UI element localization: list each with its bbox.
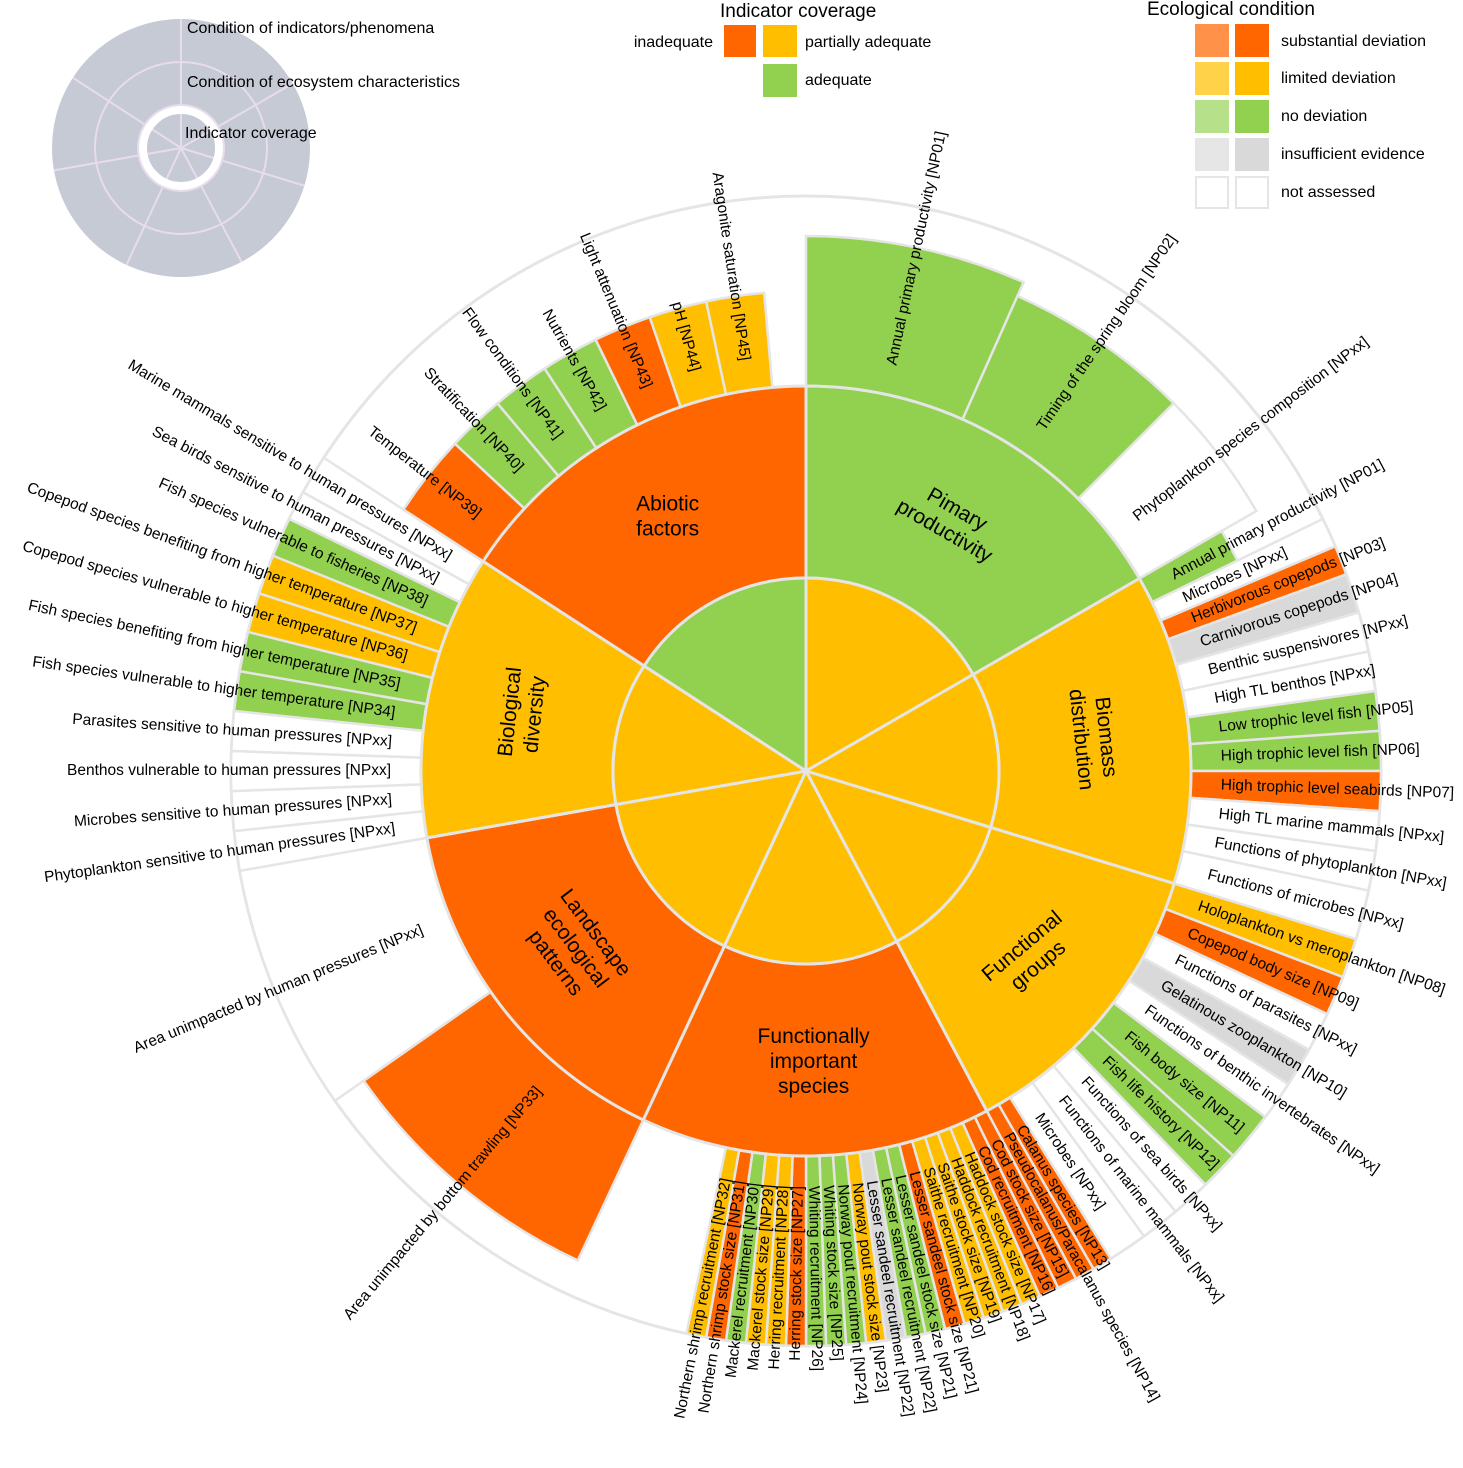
legend-label-inadequate: inadequate: [634, 34, 713, 51]
indicator-label: Benthos vulnerable to human pressures [N…: [67, 762, 391, 779]
sunburst: PimaryproductivityBiomassdistributionFun…: [21, 130, 1455, 1420]
characteristic-label: Abiotic factors: [636, 493, 699, 541]
legend-swatch-adequate: [763, 64, 797, 97]
indicator-label: Herring stock size [NP27]: [787, 1186, 807, 1361]
characteristic-label: Functionally important species: [758, 1025, 871, 1098]
legend-swatch-not-assessed-light: [1195, 176, 1229, 209]
legend-swatch-substantial-light: [1195, 24, 1229, 57]
legend-coverage-title: Indicator coverage: [720, 1, 876, 22]
key-coverage-ring: [139, 106, 223, 190]
legend-label-insufficient: insufficient evidence: [1281, 146, 1425, 163]
coverage-ring: [611, 576, 1001, 966]
indicator-label: High trophic level fish [NP06]: [1220, 741, 1419, 765]
legend-swatch-none: [1235, 100, 1269, 133]
indicator-label: Whiting recruitment [NP26]: [805, 1186, 825, 1371]
coverage-segment: [802, 672, 1001, 830]
legend-label-none: no deviation: [1281, 108, 1367, 125]
coverage-segment: [611, 663, 811, 807]
legend-label-not-assessed: not assessed: [1281, 184, 1375, 201]
key-label-indicator-coverage: Indicator coverage: [185, 125, 317, 142]
legend-label-limited: limited deviation: [1281, 70, 1396, 87]
key-label-condition-characteristics: Condition of ecosystem characteristics: [187, 74, 460, 91]
legend-label-substantial: substantial deviation: [1281, 33, 1426, 50]
legend-swatch-limited-light: [1195, 62, 1229, 95]
coverage-segment: [804, 576, 976, 774]
legend-swatch-insufficient: [1235, 138, 1269, 171]
legend-swatch-substantial: [1235, 24, 1269, 57]
key-label-condition-indicators: Condition of indicators/phenomena: [187, 20, 434, 37]
legend-indicator-coverage: Indicator coverage inadequate partially …: [634, 1, 931, 97]
coverage-segment: [614, 769, 809, 948]
indicator-ring: [229, 234, 1383, 1348]
coverage-segment: [642, 576, 808, 774]
legend-swatch-partially-adequate: [763, 25, 797, 57]
key-diagram: Condition of indicators/phenomena Condit…: [52, 19, 460, 277]
legend-ecological-condition: Ecological condition substantial deviati…: [1147, 0, 1426, 209]
key-ring-lines: [53, 19, 305, 266]
legend-swatch-none-light: [1195, 100, 1229, 133]
legend-label-adequate: adequate: [805, 72, 872, 89]
coverage-segment: [802, 768, 993, 944]
legend-condition-title: Ecological condition: [1147, 0, 1315, 20]
legend-label-partially-adequate: partially adequate: [805, 34, 931, 51]
legend-swatch-limited: [1235, 62, 1269, 95]
legend-swatch-not-assessed: [1235, 176, 1269, 209]
legend-swatch-insufficient-light: [1195, 138, 1229, 171]
legend-swatch-inadequate: [724, 25, 756, 57]
coverage-segment: [722, 767, 899, 966]
